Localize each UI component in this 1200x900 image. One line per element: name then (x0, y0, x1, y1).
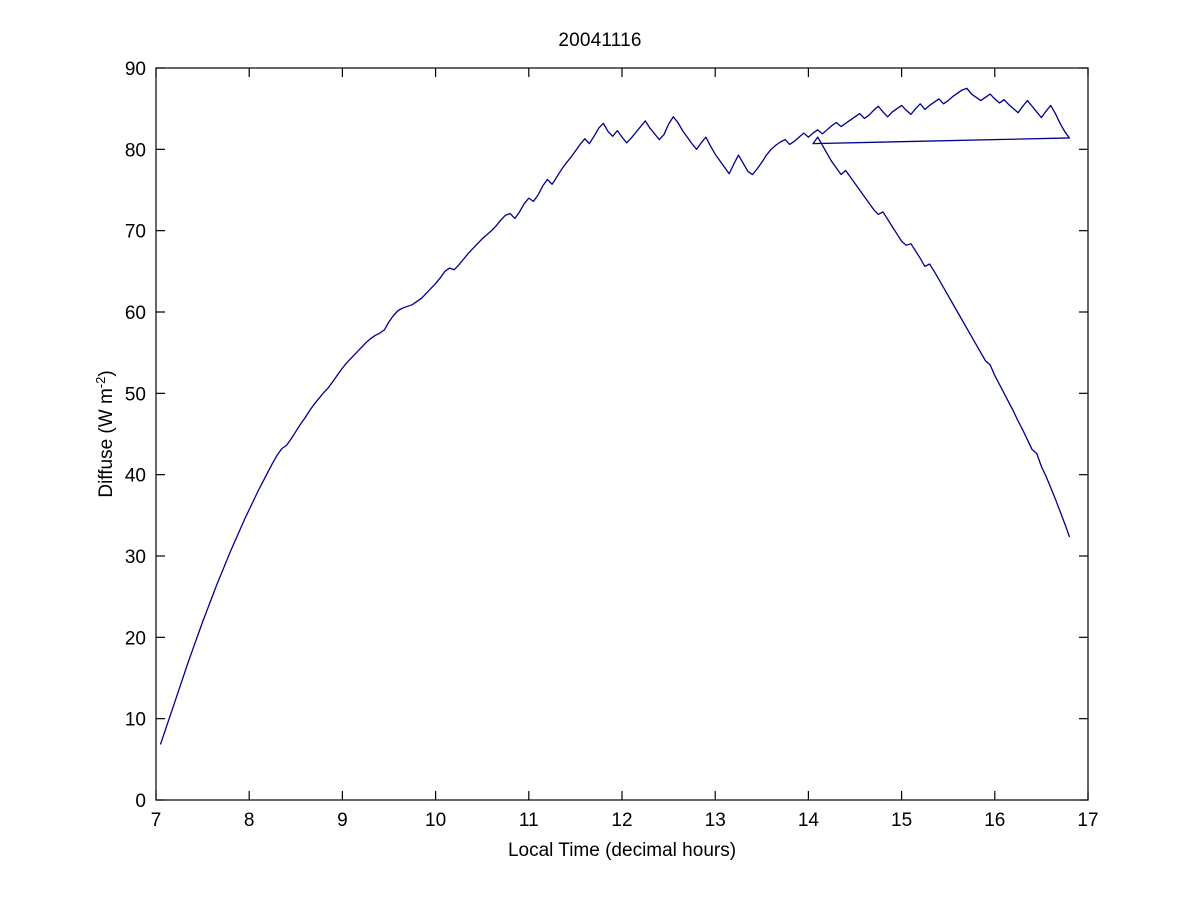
axes-box (155, 67, 1089, 801)
x-axis-ticks (155, 68, 1089, 800)
x-tick-label: 14 (798, 810, 820, 831)
x-axis-tick-labels: 7 8 9 10 11 12 13 14 15 16 17 (151, 810, 1099, 831)
y-tick-label: 50 (125, 384, 146, 405)
y-tick-label: 30 (125, 547, 146, 568)
x-tick-label: 8 (244, 810, 255, 831)
y-tick-label: 40 (125, 466, 146, 487)
x-tick-label: 10 (425, 810, 446, 831)
y-tick-label: 70 (125, 222, 146, 243)
x-tick-label: 11 (519, 810, 539, 831)
y-axis-title-group: Diffuse (W m-2) (93, 370, 117, 497)
y-axis-title-base: Diffuse (W m (96, 388, 117, 497)
y-tick-label: 60 (125, 303, 146, 324)
chart-title: 20041116 (558, 30, 642, 51)
y-tick-label: 20 (125, 628, 146, 649)
x-tick-label: 15 (891, 810, 912, 831)
y-axis-tick-labels: 0 10 20 30 40 50 60 70 80 90 (125, 59, 146, 812)
y-axis-ticks (156, 67, 1088, 801)
x-tick-label: 13 (705, 810, 726, 831)
x-tick-label: 12 (611, 810, 632, 831)
y-tick-label: 80 (125, 140, 146, 161)
y-tick-label: 90 (125, 59, 146, 80)
y-axis-title-close: ) (96, 370, 117, 376)
x-tick-label: 9 (337, 810, 348, 831)
x-axis-title: Local Time (decimal hours) (508, 840, 736, 861)
y-tick-label: 10 (125, 710, 146, 731)
x-tick-label: 17 (1077, 810, 1098, 831)
data-series-line (160, 87, 1071, 745)
y-axis-title-exponent: -2 (93, 377, 108, 389)
y-axis-title: Diffuse (W m-2) (93, 370, 117, 497)
x-tick-label: 7 (151, 810, 162, 831)
y-tick-label: 0 (135, 791, 146, 812)
x-tick-label: 16 (984, 810, 1005, 831)
